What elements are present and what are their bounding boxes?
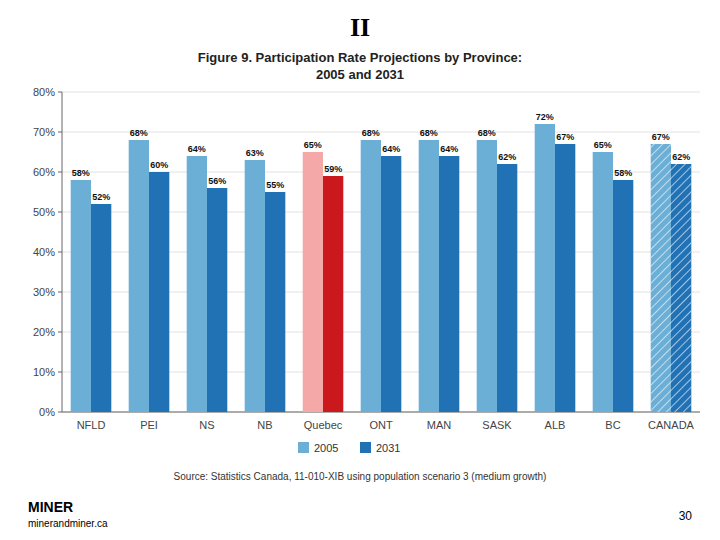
- x-tick-label: NB: [257, 419, 272, 431]
- data-label: 67%: [556, 132, 574, 142]
- bar: [361, 140, 381, 412]
- bar: [91, 204, 111, 412]
- bar: [245, 160, 265, 412]
- data-label: 58%: [614, 168, 632, 178]
- x-tick-label: CANADA: [648, 419, 695, 431]
- bar: [381, 156, 401, 412]
- y-tick-label: 30%: [33, 286, 55, 298]
- bar: [593, 152, 613, 412]
- legend: 2005 2031: [298, 442, 400, 454]
- y-tick: [58, 172, 62, 173]
- y-tick: [58, 132, 62, 133]
- data-label: 68%: [478, 128, 496, 138]
- y-tick: [58, 372, 62, 373]
- data-label: 64%: [188, 144, 206, 154]
- roman-numeral: II: [350, 13, 370, 42]
- chart: II Figure 9. Participation Rate Projectio…: [0, 0, 720, 540]
- x-tick-label: MAN: [427, 419, 452, 431]
- data-label: 68%: [362, 128, 380, 138]
- x-tick-label: PEI: [140, 419, 158, 431]
- legend-label: 2031: [376, 442, 400, 454]
- x-tick-label: SASK: [482, 419, 512, 431]
- footer-site: minerandminer.ca: [28, 518, 108, 529]
- y-tick-label: 80%: [33, 86, 55, 98]
- y-tick: [58, 332, 62, 333]
- bar-hatch: [651, 144, 671, 412]
- legend-swatch: [298, 442, 309, 453]
- bar: [671, 164, 691, 412]
- y-tick-label: 50%: [33, 206, 55, 218]
- bar: [303, 152, 323, 412]
- bar: [477, 140, 497, 412]
- grid: [62, 92, 700, 412]
- bar: [535, 124, 555, 412]
- legend-swatch: [360, 442, 371, 453]
- x-tick-label: ALB: [545, 419, 566, 431]
- y-axis-line: [62, 92, 63, 412]
- y-tick: [58, 252, 62, 253]
- bar: [419, 140, 439, 412]
- bar: [439, 156, 459, 412]
- data-label: 60%: [150, 160, 168, 170]
- data-label: 64%: [440, 144, 458, 154]
- data-label: 62%: [498, 152, 516, 162]
- y-tick-label: 20%: [33, 326, 55, 338]
- bar: [207, 188, 227, 412]
- data-label: 65%: [594, 140, 612, 150]
- x-tick-label: NFLD: [77, 419, 106, 431]
- data-label: 52%: [92, 192, 110, 202]
- title: Figure 9. Participation Rate Projections…: [198, 50, 522, 65]
- data-label: 68%: [420, 128, 438, 138]
- bar: [555, 144, 575, 412]
- data-label: 68%: [130, 128, 148, 138]
- data-label: 59%: [324, 164, 342, 174]
- x-tick-label: Quebec: [304, 419, 343, 431]
- y-tick: [58, 292, 62, 293]
- data-label: 67%: [652, 132, 670, 142]
- bar: [265, 192, 285, 412]
- y-tick-label: 70%: [33, 126, 55, 138]
- bar: [71, 180, 91, 412]
- y-tick: [58, 412, 62, 413]
- footer-brand: MINER: [28, 499, 73, 515]
- x-tick-label: BC: [605, 419, 620, 431]
- subtitle: 2005 and 2031: [316, 67, 404, 82]
- bars: [71, 124, 692, 412]
- data-label: 64%: [382, 144, 400, 154]
- data-label: 62%: [672, 152, 690, 162]
- bar: [149, 172, 169, 412]
- y-tick-label: 40%: [33, 246, 55, 258]
- y-tick-label: 10%: [33, 366, 55, 378]
- page-number: 30: [679, 509, 693, 523]
- bar: [187, 156, 207, 412]
- data-label: 55%: [266, 180, 284, 190]
- y-tick-label: 0%: [39, 406, 55, 418]
- data-label: 58%: [72, 168, 90, 178]
- data-label: 65%: [304, 140, 322, 150]
- x-tick-label: ONT: [369, 419, 393, 431]
- x-tick-label: NS: [199, 419, 214, 431]
- y-tick-label: 60%: [33, 166, 55, 178]
- bar: [497, 164, 517, 412]
- bar: [651, 144, 671, 412]
- legend-label: 2005: [314, 442, 338, 454]
- data-label: 63%: [246, 148, 264, 158]
- y-tick: [58, 92, 62, 93]
- bar: [323, 176, 343, 412]
- data-labels: 58%68%64%63%65%68%68%68%72%65%67%52%60%5…: [72, 112, 690, 202]
- source-note: Source: Statistics Canada, 11-010-XIB us…: [174, 471, 547, 482]
- grid-line: [62, 92, 700, 93]
- y-tick: [58, 212, 62, 213]
- bar: [129, 140, 149, 412]
- data-label: 72%: [536, 112, 554, 122]
- grid-line: [62, 132, 700, 133]
- bar: [613, 180, 633, 412]
- bar-hatch: [671, 164, 691, 412]
- data-label: 56%: [208, 176, 226, 186]
